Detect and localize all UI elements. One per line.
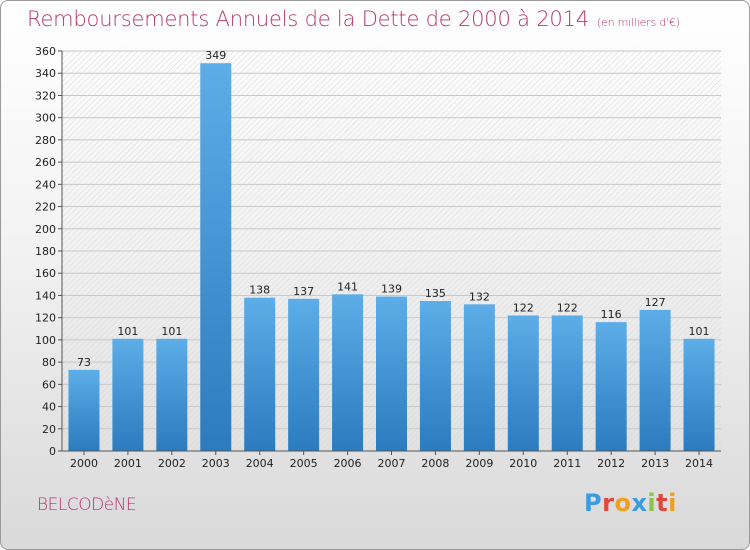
y-tick-label: 220: [35, 201, 56, 214]
data-label-2011: 122: [557, 301, 578, 314]
x-tick-label-2003: 2003: [202, 457, 230, 470]
y-tick-label: 340: [35, 67, 56, 80]
y-tick-label: 140: [35, 289, 56, 302]
data-label-2008: 135: [425, 287, 446, 300]
data-label-2003: 349: [205, 49, 226, 62]
data-label-2014: 101: [689, 325, 710, 338]
logo-letter: i: [668, 489, 677, 517]
y-tick-label: 80: [42, 356, 56, 369]
y-tick-label: 240: [35, 178, 56, 191]
x-tick-label-2001: 2001: [114, 457, 142, 470]
x-tick-label-2010: 2010: [509, 457, 537, 470]
bar-2011: [551, 315, 583, 451]
bar-2007: [376, 296, 407, 451]
y-tick-label: 40: [42, 401, 56, 414]
bar-2005: [288, 298, 320, 451]
bar-2012: [595, 322, 627, 451]
x-tick-label-2000: 2000: [70, 457, 98, 470]
y-tick-label: 160: [35, 267, 56, 280]
y-tick-label: 360: [35, 45, 56, 58]
x-tick-label-2013: 2013: [641, 457, 669, 470]
chart-subtitle: (en milliers d'€): [596, 16, 680, 29]
data-label-2009: 132: [469, 290, 490, 303]
x-tick-label-2014: 2014: [685, 457, 713, 470]
y-tick-label: 260: [35, 156, 56, 169]
y-tick-label: 100: [35, 334, 56, 347]
x-tick-label-2008: 2008: [421, 457, 449, 470]
bar-2013: [639, 309, 671, 451]
bar-2009: [463, 304, 495, 451]
data-label-2012: 116: [601, 308, 622, 321]
y-tick-label: 300: [35, 112, 56, 125]
y-tick-label: 280: [35, 134, 56, 147]
x-tick-label-2011: 2011: [553, 457, 581, 470]
x-tick-label-2004: 2004: [246, 457, 274, 470]
x-tick-label-2002: 2002: [158, 457, 186, 470]
chart-title: Remboursements Annuels de la Dette de 20…: [27, 7, 680, 31]
x-tick-label-2007: 2007: [378, 457, 406, 470]
bar-2010: [507, 315, 539, 451]
logo-letter: P: [584, 489, 603, 517]
chart-title-text: Remboursements Annuels de la Dette de 20…: [27, 7, 589, 31]
bar-2000: [68, 369, 100, 451]
data-label-2007: 139: [381, 283, 402, 296]
y-tick-label: 320: [35, 89, 56, 102]
logo-letter: i: [647, 489, 657, 517]
x-tick-label-2012: 2012: [597, 457, 625, 470]
x-tick-label-2009: 2009: [465, 457, 493, 470]
data-label-2005: 137: [293, 285, 314, 298]
y-tick-label: 60: [42, 378, 56, 391]
y-tick-label: 180: [35, 245, 56, 258]
logo-letter: x: [631, 489, 648, 517]
bar-2004: [244, 297, 276, 451]
proxiti-logo: Proxiti: [584, 489, 677, 517]
bar-2008: [419, 301, 451, 451]
bar-2001: [112, 338, 144, 451]
data-label-2013: 127: [645, 296, 666, 309]
data-label-2001: 101: [117, 325, 138, 338]
logo-letter: r: [602, 489, 615, 517]
y-tick-label: 200: [35, 223, 56, 236]
data-label-2004: 138: [249, 284, 270, 297]
x-tick-label-2006: 2006: [334, 457, 362, 470]
bar-2006: [332, 294, 364, 451]
y-tick-label: 20: [42, 423, 56, 436]
y-tick-label: 0: [49, 445, 56, 458]
data-label-2010: 122: [513, 301, 534, 314]
data-label-2006: 141: [337, 280, 358, 293]
x-tick-label-2005: 2005: [290, 457, 318, 470]
data-label-2000: 73: [77, 356, 91, 369]
bar-2003: [200, 63, 232, 451]
data-label-2002: 101: [161, 325, 182, 338]
logo-letter: t: [656, 489, 669, 517]
logo-letter: o: [614, 489, 632, 517]
commune-name: BELCODèNE: [37, 495, 137, 515]
y-tick-label: 120: [35, 312, 56, 325]
bar-2002: [156, 338, 188, 451]
bar-2014: [683, 338, 715, 451]
